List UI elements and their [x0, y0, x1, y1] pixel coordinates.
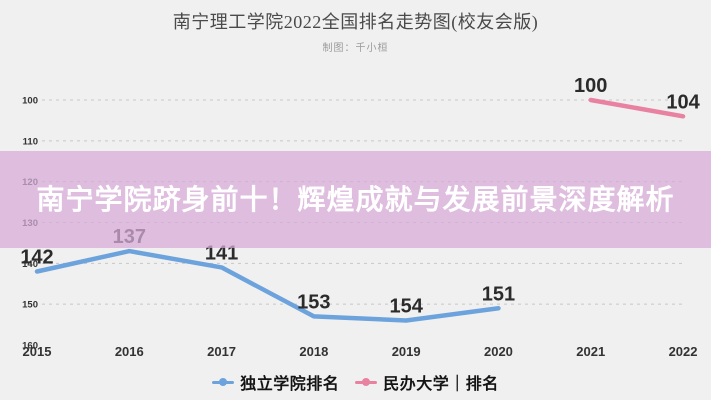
legend-item-1[interactable]: 民办大学｜排名 [355, 370, 499, 394]
legend-item-0[interactable]: 独立学院排名 [212, 370, 339, 394]
value-label: 153 [297, 291, 330, 313]
series-line-1 [588, 97, 686, 119]
x-axis-tick-label: 2015 [23, 344, 52, 359]
value-label: 154 [389, 296, 423, 318]
x-axis-tick-label: 2019 [392, 344, 421, 359]
x-axis-tick-label: 2022 [669, 344, 698, 359]
legend-line-dot-icon [212, 377, 235, 387]
banner-overlay: 南宁学院跻身前十！辉煌成就与发展前景深度解析 [0, 151, 711, 248]
y-axis-tick-label: 140 [22, 259, 38, 270]
y-axis-tick-label: 150 [22, 300, 38, 311]
chart-legend: 独立学院排名 民办大学｜排名 [0, 370, 711, 394]
chart-header: 南宁理工学院2022全国排名走势图(校友会版) 制图：千小桓 [0, 8, 711, 54]
legend-line-dot-icon [355, 377, 378, 387]
page-subtitle: 制图：千小桓 [322, 43, 389, 54]
banner-text: 南宁学院跻身前十！辉煌成就与发展前景深度解析 [36, 183, 675, 215]
value-label: 104 [666, 91, 700, 113]
series-line-0 [34, 248, 501, 323]
y-axis-tick-label: 110 [23, 136, 38, 147]
value-label: 100 [574, 75, 607, 97]
y-axis-tick-label: 100 [22, 96, 38, 107]
y-axis-tick-label: 160 [22, 341, 38, 352]
x-axis-tick-label: 2018 [299, 344, 328, 359]
x-axis-tick-label: 2016 [115, 344, 144, 359]
page-title: 南宁理工学院2022全国排名走势图(校友会版) [172, 12, 539, 32]
x-axis-tick-label: 2020 [484, 344, 513, 359]
value-label: 142 [20, 247, 53, 269]
legend-label: 民办大学｜排名 [383, 376, 499, 393]
legend-label: 独立学院排名 [240, 376, 340, 393]
value-label: 151 [482, 283, 515, 305]
x-axis-tick-label: 2017 [207, 344, 236, 359]
x-axis-tick-label: 2021 [576, 344, 605, 359]
